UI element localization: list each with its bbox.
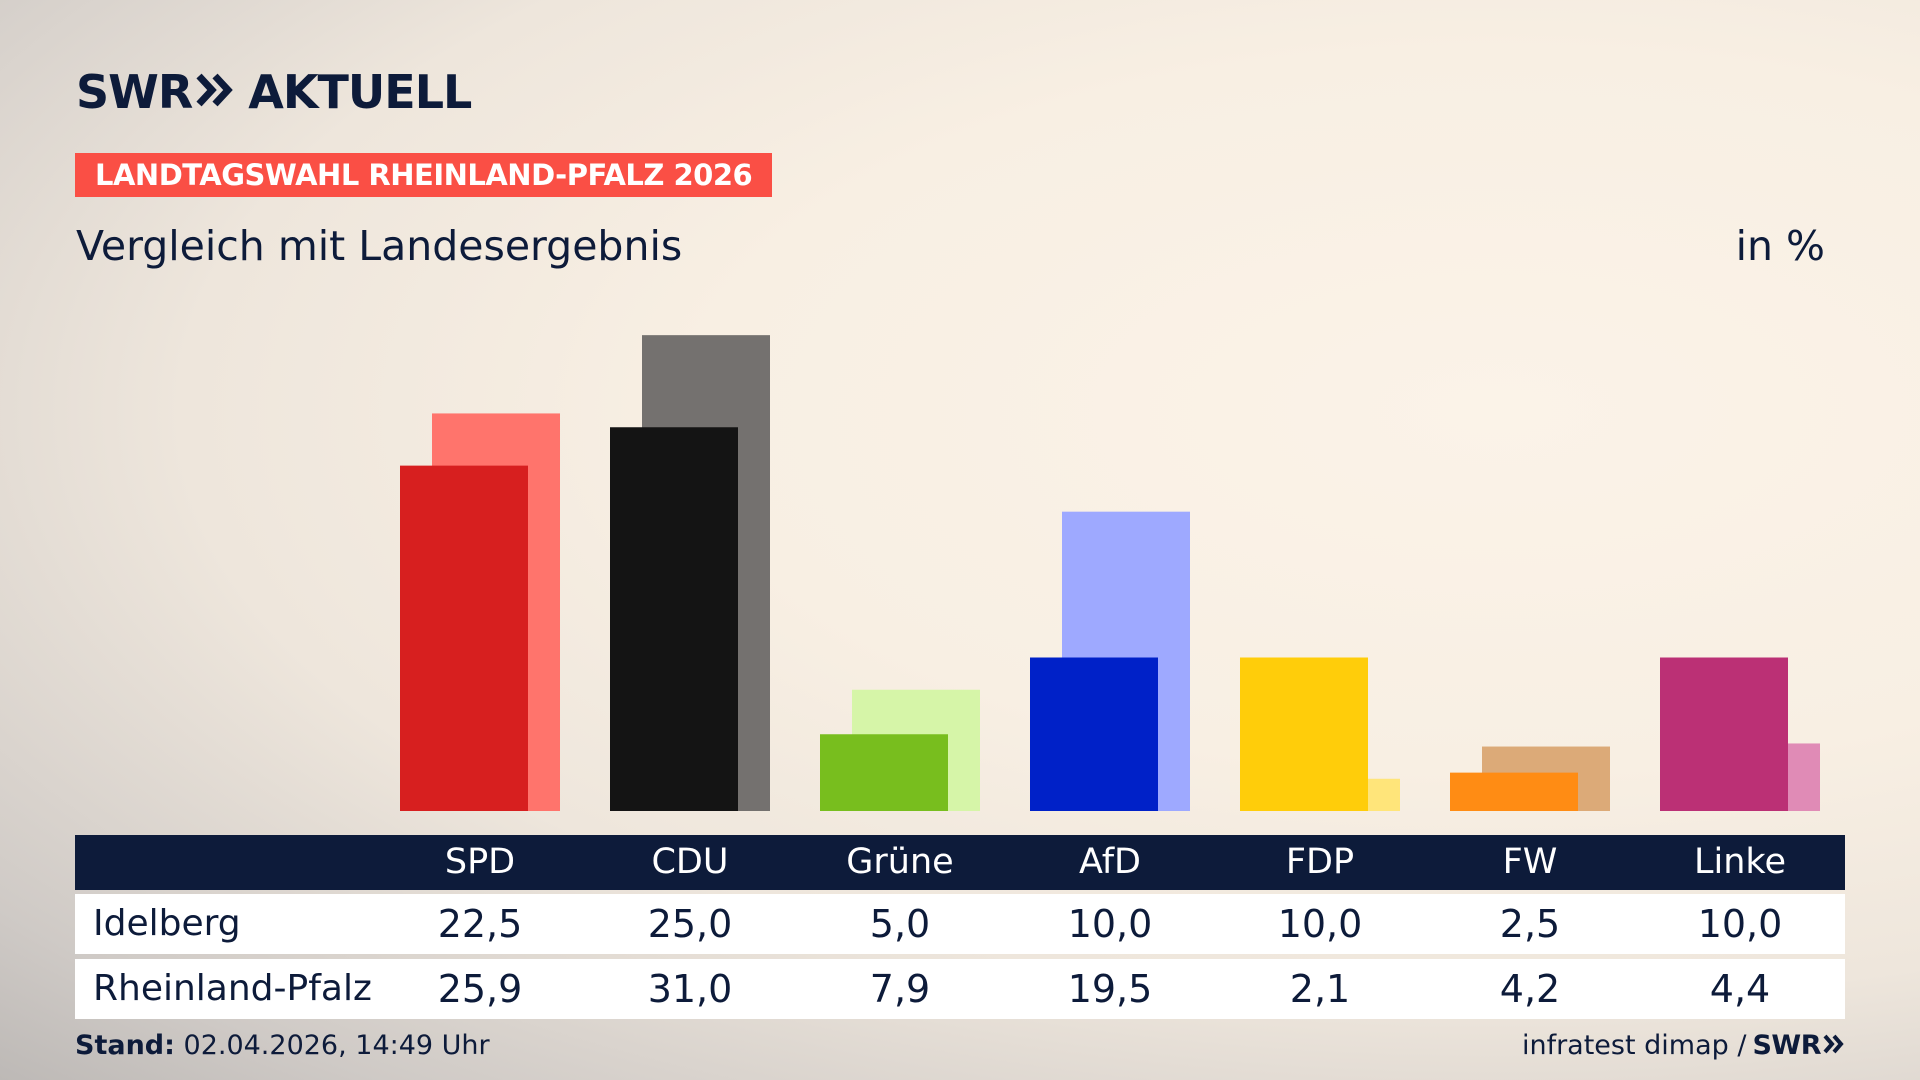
header-gruene: Grüne (846, 842, 954, 882)
table-cell: 10,0 (1277, 902, 1363, 946)
bar-idelberg-gr-ne (820, 734, 948, 811)
row-label: Idelberg (93, 903, 241, 944)
header-linke: Linke (1694, 842, 1786, 882)
double-chevron-icon (1823, 1030, 1845, 1061)
bar-idelberg-fdp (1240, 657, 1368, 811)
logo-aktuell-text: AKTUELL (248, 65, 472, 119)
table-cell: 19,5 (1067, 967, 1153, 1011)
results-table: SPD CDU Grüne AfD FDP FW Linke Idelberg … (75, 835, 1845, 1019)
table-cell: 25,9 (437, 967, 523, 1011)
table-cell: 10,0 (1067, 902, 1153, 946)
double-chevron-icon (196, 73, 234, 111)
source-credit: infratest dimap / SWR (1522, 1030, 1845, 1061)
chart-subtitle: Vergleich mit Landesergebnis (76, 222, 683, 270)
header-fw: FW (1502, 842, 1558, 882)
timestamp: Stand: 02.04.2026, 14:49 Uhr (75, 1030, 490, 1061)
table-cell: 25,0 (647, 902, 733, 946)
table-header-row: SPD CDU Grüne AfD FDP FW Linke (75, 835, 1845, 890)
election-banner: LANDTAGSWAHL RHEINLAND-PFALZ 2026 (75, 153, 773, 197)
table-cell: 2,5 (1499, 902, 1561, 946)
table-row-rheinland-pfalz: Rheinland-Pfalz 25,9 31,0 7,9 19,5 2,1 4… (75, 959, 1845, 1019)
table-cell: 31,0 (647, 967, 733, 1011)
bar-idelberg-cdu (610, 427, 738, 811)
stand-label: Stand: (75, 1030, 175, 1061)
header-cdu: CDU (651, 842, 729, 882)
bar-idelberg-spd (400, 465, 528, 811)
bar-idelberg-afd (1030, 657, 1158, 811)
table-cell: 2,1 (1289, 967, 1351, 1011)
table-row-idelberg: Idelberg 22,5 25,0 5,0 10,0 10,0 2,5 10,… (75, 894, 1845, 954)
header-spd: SPD (444, 842, 516, 882)
bar-idelberg-linke (1660, 657, 1788, 811)
table-cell: 4,2 (1499, 967, 1561, 1011)
logo-swr-text: SWR (76, 65, 193, 119)
unit-label: in % (1735, 222, 1825, 270)
row-label: Rheinland-Pfalz (93, 968, 372, 1009)
table-cell: 4,4 (1709, 967, 1771, 1011)
table-cell: 7,9 (869, 967, 931, 1011)
table-cell: 22,5 (437, 902, 523, 946)
table-cell: 5,0 (869, 902, 931, 946)
bar-idelberg-fw (1450, 772, 1578, 811)
swr-aktuell-logo: SWR AKTUELL (76, 65, 472, 119)
comparison-bar-chart (400, 335, 1820, 811)
table-cell: 10,0 (1697, 902, 1783, 946)
stand-value: 02.04.2026, 14:49 Uhr (183, 1030, 490, 1061)
header-afd: AfD (1079, 842, 1141, 882)
source-text: infratest dimap / (1521, 1030, 1747, 1061)
header-fdp: FDP (1285, 842, 1355, 882)
source-brand: SWR (1752, 1030, 1821, 1061)
